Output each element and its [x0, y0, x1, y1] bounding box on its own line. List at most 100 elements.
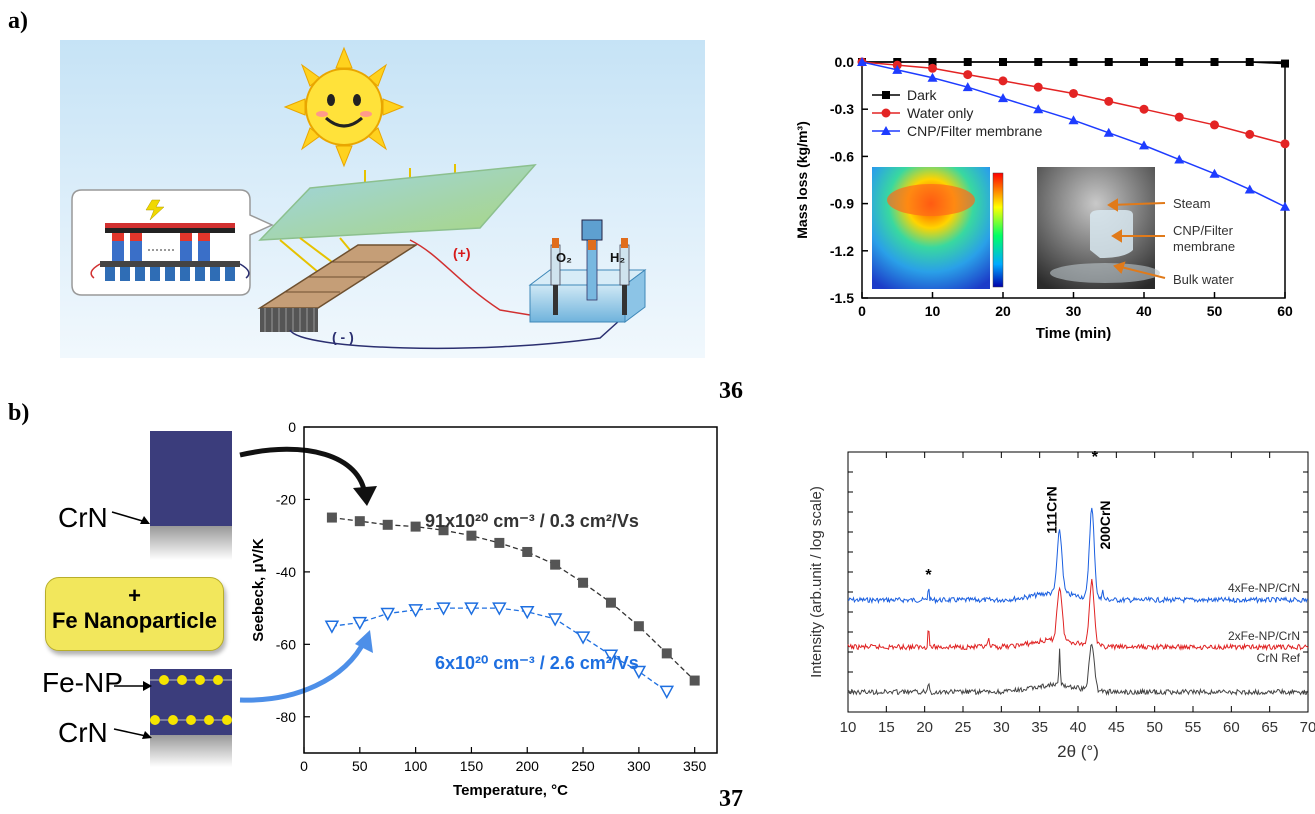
xrd-trace-2 [847, 643, 1309, 697]
crn-label-top: CrN [58, 502, 108, 533]
dark-series-point [633, 621, 644, 632]
x-tick-label: 20 [916, 719, 933, 736]
x-tick-label: 35 [1031, 719, 1048, 736]
oxygen-label: O₂ [556, 250, 572, 265]
series-label: 4xFe-NP/CrN [1228, 581, 1300, 595]
data-point [1174, 154, 1185, 164]
dark-series-point [466, 530, 477, 541]
seebeck-plot-area: 0 50 100 150 200 250 300 350 0 -20 -40 -60 -80 Temper… [250, 419, 718, 799]
substrate-shadow [150, 526, 232, 560]
y-tick-label: -60 [276, 636, 296, 652]
membrane-annotation-line1: CNP/Filter [1173, 223, 1234, 238]
blue-series-point [492, 602, 507, 616]
dark-series-point [494, 537, 505, 548]
sun-icon [283, 46, 405, 168]
peak-label-200: 200CrN [1097, 500, 1113, 549]
data-point [1103, 127, 1114, 137]
y-tick-label: -1.5 [830, 290, 854, 306]
positive-terminal-label: (+) [453, 245, 471, 261]
x-tick-label: 0 [858, 303, 866, 319]
data-point [1244, 184, 1255, 194]
x-tick-label: 15 [878, 719, 895, 736]
data-point [962, 82, 973, 92]
data-point [1034, 58, 1043, 66]
peak-marker-star: * [925, 567, 932, 584]
data-point [963, 58, 972, 66]
peak-marker-star: * [1092, 449, 1099, 466]
xrd-trace-1 [847, 578, 1309, 652]
black-curved-arrow [239, 446, 368, 496]
data-point [1245, 58, 1254, 66]
data-point [1068, 115, 1079, 125]
blue-series-point [659, 685, 675, 699]
x-tick-label: 30 [993, 719, 1010, 736]
data-point [1033, 104, 1044, 114]
peak-label-111: 111CrN [1044, 486, 1060, 533]
y-tick-label: -20 [276, 491, 296, 507]
blue-series-point [324, 620, 340, 634]
legend-marker [881, 108, 891, 118]
data-point [1281, 59, 1289, 68]
xrd-chart: 10 15 20 25 30 35 40 45 50 55 60 65 70 2θ (°) Intensit… [808, 449, 1315, 761]
dark-series-point [438, 525, 449, 536]
x-tick-label: 150 [460, 758, 484, 774]
data-point [998, 93, 1008, 103]
plus-sign: + [128, 583, 141, 608]
data-point [1139, 140, 1149, 150]
dark-series-point [522, 546, 533, 557]
dark-series-point [550, 559, 561, 570]
x-tick-label: 50 [1207, 303, 1223, 319]
data-point [1140, 58, 1148, 66]
legend-marker [882, 91, 890, 99]
x-tick-label: 10 [925, 303, 941, 319]
seebeck-chart: 0 50 100 150 200 250 300 350 0 -20 -40 -60 -80 Temper… [239, 419, 718, 799]
legend-marker [881, 126, 891, 135]
blue-series-annotation: 6x10²⁰ cm⁻³ / 2.6 cm²/Vs [435, 653, 639, 673]
blue-series-point [408, 604, 423, 618]
blue-curved-arrow [239, 638, 368, 703]
x-tick-label: 40 [1136, 303, 1152, 319]
data-point [999, 58, 1007, 66]
data-point [1033, 82, 1043, 92]
data-point [928, 58, 937, 66]
blue-series-point [631, 665, 647, 680]
series-label: 2xFe-NP/CrN [1228, 629, 1300, 643]
arrow-icon [113, 728, 152, 739]
dark-series-point [578, 577, 589, 588]
x-tick-label: 200 [516, 758, 540, 774]
series-label: CrN Ref [1257, 651, 1301, 665]
x-tick-label: 50 [352, 758, 368, 774]
dark-series-point [410, 521, 421, 532]
bulk-water-annotation: Bulk water [1173, 272, 1234, 287]
blue-series-point [575, 631, 591, 645]
dark-series-point [326, 512, 337, 523]
blue-series-point [603, 649, 619, 663]
dark-series-point [382, 519, 393, 530]
y-tick-label: 0.0 [835, 54, 855, 70]
blue-series-point [519, 605, 535, 620]
xrd-plot-area: 10 15 20 25 30 35 40 45 50 55 60 65 70 2θ (°) Intensit… [808, 449, 1315, 761]
blue-series-point [547, 613, 563, 627]
x-tick-label: 20 [995, 303, 1011, 319]
data-point [1069, 58, 1078, 66]
x-tick-label: 55 [1185, 719, 1202, 736]
positive-wire [409, 239, 531, 316]
data-point [892, 64, 903, 74]
y-axis-label: Intensity (arb.unit / log scale) [808, 486, 825, 678]
panel-label-b: b) [8, 400, 30, 426]
fe-np-label: Fe-NP [42, 667, 123, 698]
x-tick-label: 50 [1146, 719, 1163, 736]
arrow-icon [114, 681, 152, 691]
dark-series-point [689, 675, 700, 686]
data-point [1174, 112, 1184, 122]
data-point [1209, 168, 1220, 178]
negative-terminal-label: ( - ) [332, 329, 354, 345]
x-tick-label: 10 [840, 719, 857, 736]
data-point [927, 72, 938, 82]
y-tick-label: -40 [276, 564, 296, 580]
x-tick-label: 60 [1277, 303, 1293, 319]
xrd-trace-0 [847, 507, 1309, 605]
data-point [1210, 58, 1219, 66]
y-tick-label: 0 [288, 419, 296, 435]
data-point [1210, 120, 1219, 130]
